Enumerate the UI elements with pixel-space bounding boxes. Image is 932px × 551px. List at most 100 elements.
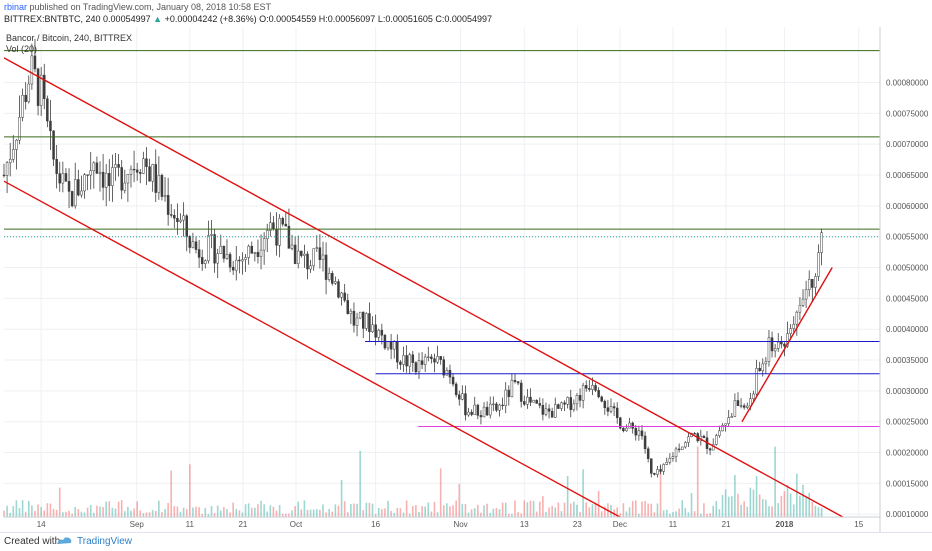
- volume-bar: [650, 503, 653, 517]
- candle-body: [142, 158, 145, 174]
- candle-body: [668, 458, 672, 463]
- volume-bar: [161, 512, 163, 517]
- publish-text: published on TradingView.com, January 08…: [29, 2, 272, 12]
- horizontal-levels[interactable]: 0.000851650.000711910.000562270.00054997…: [4, 45, 931, 432]
- candle-body: [786, 333, 789, 347]
- candle-body: [309, 265, 312, 270]
- volume-bar: [473, 508, 476, 517]
- price-chart[interactable]: 0.000851650.000711910.000562270.00054997…: [0, 0, 932, 532]
- candle-body: [547, 408, 551, 412]
- trendlines[interactable]: [3, 57, 844, 518]
- volume-bar: [817, 507, 820, 517]
- y-tick-label: 0.00040000: [886, 325, 929, 334]
- candle-body: [358, 311, 362, 319]
- volume-bar: [24, 511, 27, 517]
- candle-body: [225, 254, 229, 259]
- volume-bar: [40, 507, 42, 517]
- volume-bar: [439, 468, 442, 517]
- x-tick-label: Nov: [453, 520, 467, 529]
- volume-bar: [266, 511, 269, 517]
- volume-bar: [774, 446, 776, 517]
- tradingview-brand[interactable]: TradingView: [77, 536, 133, 547]
- y-tick-label: 0.00015000: [886, 479, 929, 488]
- volume-bar: [393, 513, 396, 517]
- candle-body: [129, 168, 133, 175]
- volume-bar: [700, 513, 702, 517]
- candle-body: [693, 433, 696, 435]
- close-label: C:: [435, 14, 445, 24]
- volume-bar: [727, 496, 730, 517]
- volume-bar: [477, 504, 479, 517]
- volume-bar: [195, 506, 197, 517]
- candle-body: [742, 405, 746, 408]
- volume-bar: [517, 511, 519, 517]
- volume-bar: [430, 511, 433, 517]
- volume-bar: [442, 505, 445, 517]
- volume-bar: [145, 512, 148, 517]
- candle-body: [380, 329, 384, 336]
- volume-bar: [257, 504, 259, 517]
- volume-bar: [31, 505, 33, 517]
- candle-body: [160, 174, 164, 197]
- candle-body: [30, 55, 34, 85]
- candle-body: [396, 340, 399, 363]
- volume-bar: [616, 507, 618, 517]
- y-tick-label: 0.00075000: [886, 109, 929, 118]
- candle-body: [439, 356, 442, 360]
- candle-body: [476, 404, 480, 416]
- volume-bar: [285, 513, 287, 517]
- candle-body: [646, 448, 650, 459]
- candle-body: [423, 356, 427, 365]
- candle-body: [92, 162, 96, 171]
- candle-body: [776, 341, 780, 349]
- x-tick-label: 2018: [776, 520, 794, 529]
- volume-bar: [638, 513, 640, 517]
- candlesticks: [2, 38, 823, 478]
- volume-bar: [343, 501, 346, 517]
- candle-body: [269, 222, 272, 231]
- candle-body: [290, 244, 294, 249]
- candle-body: [600, 396, 603, 402]
- candle-body: [238, 259, 241, 262]
- tradingview-logo-icon[interactable]: [56, 535, 72, 547]
- candle-body: [680, 446, 684, 451]
- volume-bar: [792, 504, 795, 517]
- candle-body: [544, 408, 548, 415]
- volume-bar: [777, 503, 780, 517]
- volume-bar: [331, 511, 334, 517]
- x-tick-label: Oct: [290, 520, 303, 529]
- candle-body: [736, 400, 740, 407]
- candle-body: [523, 401, 526, 405]
- candle-body: [504, 389, 507, 406]
- candle-body: [495, 403, 498, 411]
- candle-body: [61, 173, 65, 184]
- volume-bar: [740, 504, 742, 517]
- volume-bar: [576, 504, 578, 517]
- volume-bar: [594, 502, 597, 517]
- x-tick-label: Dec: [613, 520, 627, 529]
- volume-bar: [610, 504, 612, 517]
- volume-bar: [18, 508, 21, 517]
- candle-body: [625, 427, 628, 432]
- volume-bar: [247, 503, 250, 517]
- candle-body: [374, 324, 377, 338]
- y-tick-label: 0.00055000: [886, 233, 929, 242]
- candle-body: [606, 407, 610, 412]
- volume-bar: [523, 500, 526, 517]
- candle-body: [361, 311, 365, 329]
- volume-bar: [309, 509, 312, 517]
- volume-bar: [418, 512, 420, 517]
- candle-body: [563, 402, 566, 405]
- author-name[interactable]: rbinar: [4, 2, 28, 12]
- candle-body: [640, 430, 644, 437]
- price-axis-area: [880, 27, 932, 532]
- volume-bar: [604, 506, 606, 517]
- volume-bar: [545, 511, 547, 517]
- candle-body: [213, 234, 216, 264]
- candle-body: [126, 174, 130, 184]
- candle-body: [467, 411, 470, 416]
- volume-bar: [597, 490, 600, 517]
- created-with-label: Created with: [4, 536, 61, 547]
- candle-body: [352, 310, 356, 326]
- channel-upper-line: [3, 57, 844, 518]
